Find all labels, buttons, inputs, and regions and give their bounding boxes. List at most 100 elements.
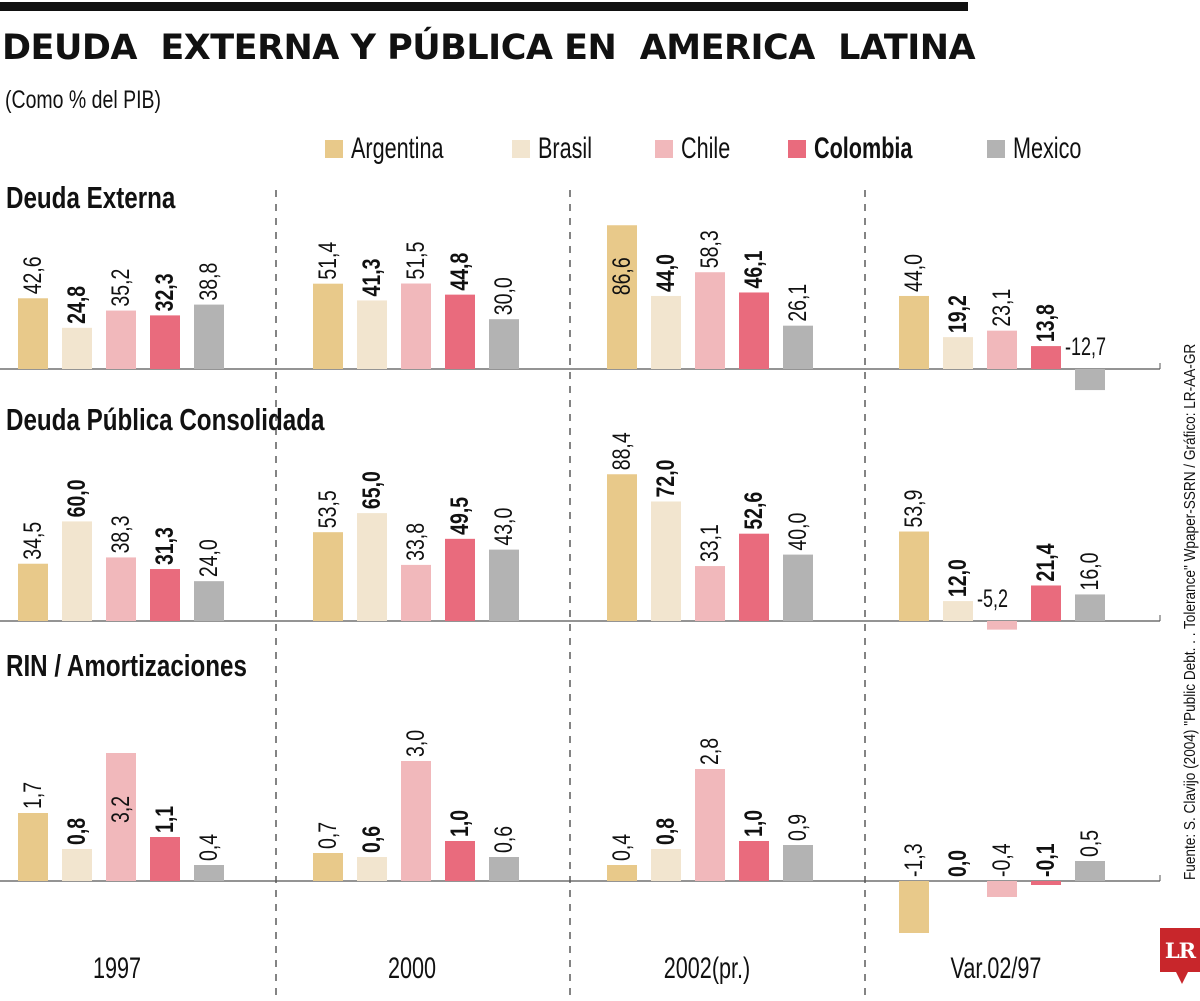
bar-colombia (150, 837, 180, 881)
top-rule (0, 2, 968, 11)
data-label: 86,6 (608, 257, 636, 295)
legend-swatch-argentina (325, 140, 343, 158)
legend-label-colombia: Colombia (814, 132, 913, 165)
data-label: 0,6 (358, 826, 386, 853)
bar-mexico (489, 857, 519, 881)
bar-mexico (194, 865, 224, 881)
bar-mexico (1075, 594, 1105, 621)
legend-item-brasil: Brasil (512, 132, 613, 166)
legend: Argentina Brasil Chile Colombia Mexico (0, 132, 1200, 172)
data-label: 30,0 (490, 277, 518, 315)
data-label: 42,6 (19, 256, 47, 294)
legend-label-argentina: Argentina (351, 132, 444, 165)
bar-mexico (1075, 369, 1105, 391)
bar-argentina (18, 813, 48, 881)
bar-mexico (194, 581, 224, 621)
bar-chile (401, 283, 431, 369)
bar-mexico (783, 325, 813, 369)
bar-mexico (489, 319, 519, 369)
panel-title-deuda-publica: Deuda Pública Consolidada (6, 402, 325, 437)
bar-chile (987, 621, 1017, 630)
bar-colombia (150, 569, 180, 621)
bar-argentina (313, 853, 343, 881)
data-label: -0,1 (1032, 843, 1060, 877)
bar-colombia (1031, 585, 1061, 621)
bar-argentina (899, 881, 929, 933)
bar-argentina (18, 563, 48, 621)
category-label-2000: 2000 (387, 952, 437, 985)
data-label: 1,1 (151, 806, 179, 833)
data-label: 0,8 (652, 818, 680, 845)
data-label: 0,4 (195, 834, 223, 861)
legend-swatch-brasil (512, 140, 530, 158)
legend-label-brasil: Brasil (538, 132, 593, 165)
chart-title: DEUDA EXTERNA Y PÚBLICA EN AMERICA LATIN… (2, 28, 976, 68)
legend-item-chile: Chile (655, 132, 749, 166)
data-label: 53,5 (314, 490, 342, 528)
legend-item-colombia: Colombia (788, 132, 951, 166)
category-label-var: Var.02/97 (950, 952, 1042, 985)
data-label: 1,0 (446, 810, 474, 837)
bar-brasil (651, 295, 681, 369)
panel-title-rin-amortizaciones: RIN / Amortizaciones (6, 648, 247, 683)
bar-brasil (62, 849, 92, 881)
data-label: -0,4 (988, 843, 1016, 877)
data-label: 3,2 (107, 796, 135, 823)
bar-colombia (445, 841, 475, 881)
bar-argentina (313, 283, 343, 369)
data-label: 21,4 (1032, 543, 1060, 581)
legend-swatch-chile (655, 140, 673, 158)
data-label: 16,0 (1076, 553, 1104, 591)
bar-brasil (357, 513, 387, 621)
chart-subtitle: (Como % del PIB) (5, 86, 162, 114)
data-label: 0,7 (314, 822, 342, 849)
data-label: 41,3 (358, 259, 386, 297)
bar-mexico (194, 304, 224, 369)
legend-item-argentina: Argentina (325, 132, 479, 166)
data-label: 0,0 (944, 850, 972, 877)
legend-item-mexico: Mexico (987, 132, 1108, 166)
bar-colombia (445, 294, 475, 369)
category-label-1997: 1997 (92, 952, 142, 985)
bar-argentina (607, 474, 637, 621)
bar-colombia (739, 841, 769, 881)
bar-chile (106, 557, 136, 621)
bar-argentina (607, 225, 637, 369)
bar-mexico (489, 549, 519, 621)
data-label: 23,1 (988, 289, 1016, 327)
data-label: 44,0 (652, 254, 680, 292)
bar-argentina (313, 532, 343, 621)
data-label: 51,4 (314, 242, 342, 280)
data-label: 44,0 (900, 254, 928, 292)
data-label: 51,5 (402, 242, 430, 280)
data-label: 31,3 (151, 527, 179, 565)
bar-brasil (357, 857, 387, 881)
data-label: 53,9 (900, 490, 928, 528)
bar-chile (695, 566, 725, 621)
data-label: 58,3 (696, 230, 724, 268)
bar-argentina (899, 531, 929, 621)
bar-colombia (445, 538, 475, 621)
data-label: 65,0 (358, 471, 386, 509)
bar-colombia (739, 533, 769, 621)
data-label: 1,7 (19, 782, 47, 809)
legend-label-mexico: Mexico (1013, 132, 1082, 165)
data-label: 0,8 (63, 818, 91, 845)
data-label: -5,2 (977, 584, 1008, 613)
bar-argentina (899, 295, 929, 369)
data-label: 46,1 (740, 251, 768, 289)
bar-brasil (62, 521, 92, 621)
bar-brasil (943, 601, 973, 621)
data-label: 34,5 (19, 522, 47, 560)
bar-colombia (150, 315, 180, 369)
data-label: 26,1 (784, 284, 812, 322)
data-label: 33,1 (696, 524, 724, 562)
data-label: 72,0 (652, 460, 680, 498)
data-label: 2,8 (696, 738, 724, 765)
data-label: 43,0 (490, 508, 518, 546)
bar-brasil (357, 300, 387, 369)
bar-chile (401, 564, 431, 621)
data-label: 0,4 (608, 834, 636, 861)
data-label: 38,3 (107, 515, 135, 553)
